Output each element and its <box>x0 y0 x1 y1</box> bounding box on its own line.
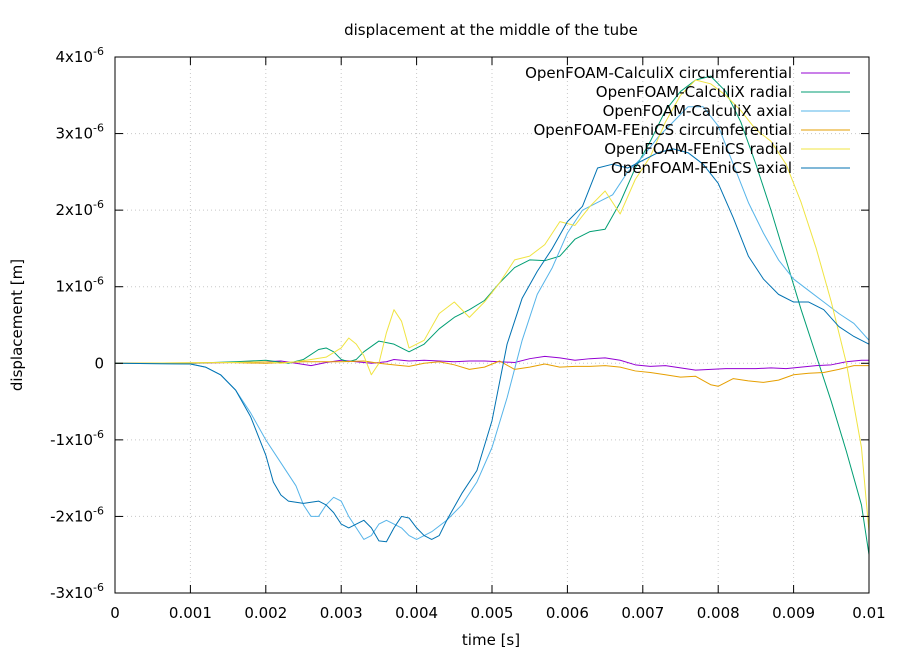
y-tick-exponent: -6 <box>93 428 104 441</box>
x-axis-label: time [s] <box>462 631 520 649</box>
y-tick-label: 0 <box>94 354 104 372</box>
x-tick-label: 0.005 <box>471 604 514 622</box>
legend-label: OpenFOAM-CalculiX circumferential <box>525 64 792 82</box>
y-tick-mantissa: 4x10 <box>56 48 94 66</box>
x-tick-label: 0.003 <box>320 604 363 622</box>
legend-label: OpenFOAM-FEniCS axial <box>611 159 792 177</box>
y-tick-mantissa: 1x10 <box>56 278 94 296</box>
x-tick-label: 0.01 <box>852 604 885 622</box>
y-tick-label: -3x10-6 <box>50 581 104 602</box>
y-tick-exponent: -6 <box>93 198 104 211</box>
x-tick-label: 0.009 <box>772 604 815 622</box>
y-tick-mantissa: 3x10 <box>56 125 94 143</box>
series-line-3 <box>115 106 869 540</box>
axis-ticks: 0 0.001 0.002 0.003 0.004 0.005 0.006 0.007 0.00… <box>50 45 886 622</box>
series-line-6 <box>115 148 869 543</box>
legend-label: OpenFOAM-FEniCS circumferential <box>533 121 792 139</box>
x-tick-label: 0.002 <box>244 604 287 622</box>
x-tick-label: 0.008 <box>697 604 740 622</box>
grid <box>115 57 869 593</box>
y-tick-label: 4x10-6 <box>56 45 104 66</box>
y-tick-mantissa: 2x10 <box>56 201 94 219</box>
y-axis-label: displacement [m] <box>8 259 26 391</box>
legend: OpenFOAM-CalculiX circumferentialOpenFOA… <box>525 64 850 177</box>
x-tick-label: 0.007 <box>621 604 664 622</box>
y-tick-label: -1x10-6 <box>50 428 104 449</box>
x-tick-label: 0.001 <box>169 604 212 622</box>
y-tick-label: -2x10-6 <box>50 504 104 525</box>
y-tick-exponent: -6 <box>93 122 104 135</box>
y-tick-exponent: -6 <box>93 504 104 517</box>
x-tick-label: 0.004 <box>395 604 438 622</box>
y-tick-mantissa: 0 <box>94 354 104 372</box>
series-line-2 <box>115 75 869 555</box>
x-tick-label: 0.006 <box>546 604 589 622</box>
y-tick-label: 2x10-6 <box>56 198 104 219</box>
series-lines <box>115 75 869 555</box>
legend-label: OpenFOAM-FEniCS radial <box>604 140 792 158</box>
series-line-5 <box>115 79 869 532</box>
y-tick-mantissa: -3x10 <box>50 584 93 602</box>
y-tick-exponent: -6 <box>93 581 104 594</box>
y-tick-exponent: -6 <box>93 275 104 288</box>
x-tick-label: 0 <box>110 604 120 622</box>
y-tick-exponent: -6 <box>93 45 104 58</box>
y-tick-mantissa: -2x10 <box>50 507 93 525</box>
chart-title: displacement at the middle of the tube <box>344 21 638 39</box>
legend-label: OpenFOAM-CalculiX radial <box>596 83 792 101</box>
legend-label: OpenFOAM-CalculiX axial <box>603 102 792 120</box>
series-line-4 <box>115 360 869 387</box>
y-tick-label: 3x10-6 <box>56 122 104 143</box>
y-tick-label: 1x10-6 <box>56 275 104 296</box>
y-tick-mantissa: -1x10 <box>50 431 93 449</box>
